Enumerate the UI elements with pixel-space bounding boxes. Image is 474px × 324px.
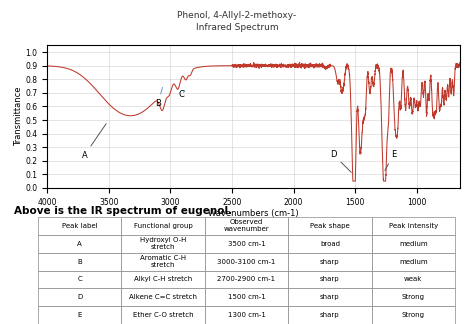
Text: Infrared Spectrum: Infrared Spectrum [196,23,278,32]
Text: Above is the IR spectrum of eugenol.: Above is the IR spectrum of eugenol. [14,206,232,216]
Text: D: D [330,150,351,172]
X-axis label: Wavenumbers (cm-1): Wavenumbers (cm-1) [208,209,299,218]
Y-axis label: Transmittance: Transmittance [14,87,23,146]
Text: Phenol, 4-Allyl-2-methoxy-: Phenol, 4-Allyl-2-methoxy- [177,11,297,20]
Text: B: B [155,87,163,109]
Text: C: C [179,90,185,99]
Text: A: A [82,124,106,160]
Text: E: E [385,150,397,170]
